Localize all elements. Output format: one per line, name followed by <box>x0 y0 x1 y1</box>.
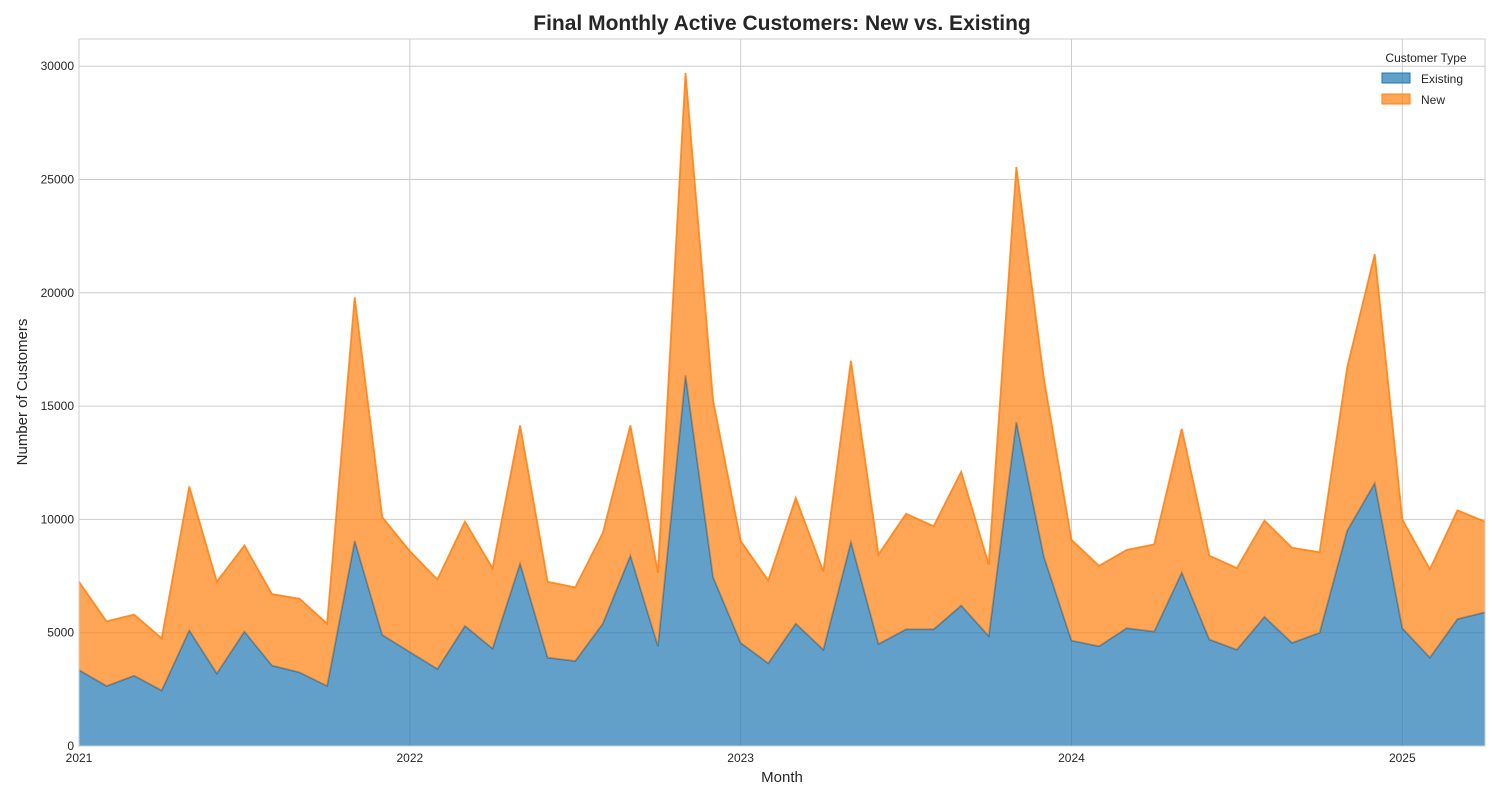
y-tick-label: 20000 <box>41 286 75 300</box>
x-tick-label: 2021 <box>66 751 93 765</box>
legend-label-new: New <box>1421 93 1445 107</box>
x-axis-label: Month <box>761 769 803 786</box>
y-tick-label: 25000 <box>41 172 75 186</box>
x-tick-label: 2024 <box>1058 751 1085 765</box>
x-tick-label: 2025 <box>1389 751 1416 765</box>
legend-swatch-new <box>1382 94 1410 104</box>
x-tick-label: 2023 <box>727 751 754 765</box>
chart-title: Final Monthly Active Customers: New vs. … <box>533 12 1031 35</box>
legend-swatch-existing <box>1382 73 1410 83</box>
y-axis-label: Number of Customers <box>14 319 31 466</box>
y-tick-label: 5000 <box>47 626 74 640</box>
y-tick-label: 15000 <box>41 399 75 413</box>
y-tick-label: 30000 <box>41 59 75 73</box>
legend: Customer Type Existing New <box>1382 51 1467 107</box>
y-tick-label: 10000 <box>41 512 75 526</box>
legend-label-existing: Existing <box>1421 72 1463 86</box>
x-tick-label: 2022 <box>396 751 423 765</box>
legend-title: Customer Type <box>1385 51 1466 65</box>
area-series <box>79 73 1485 746</box>
